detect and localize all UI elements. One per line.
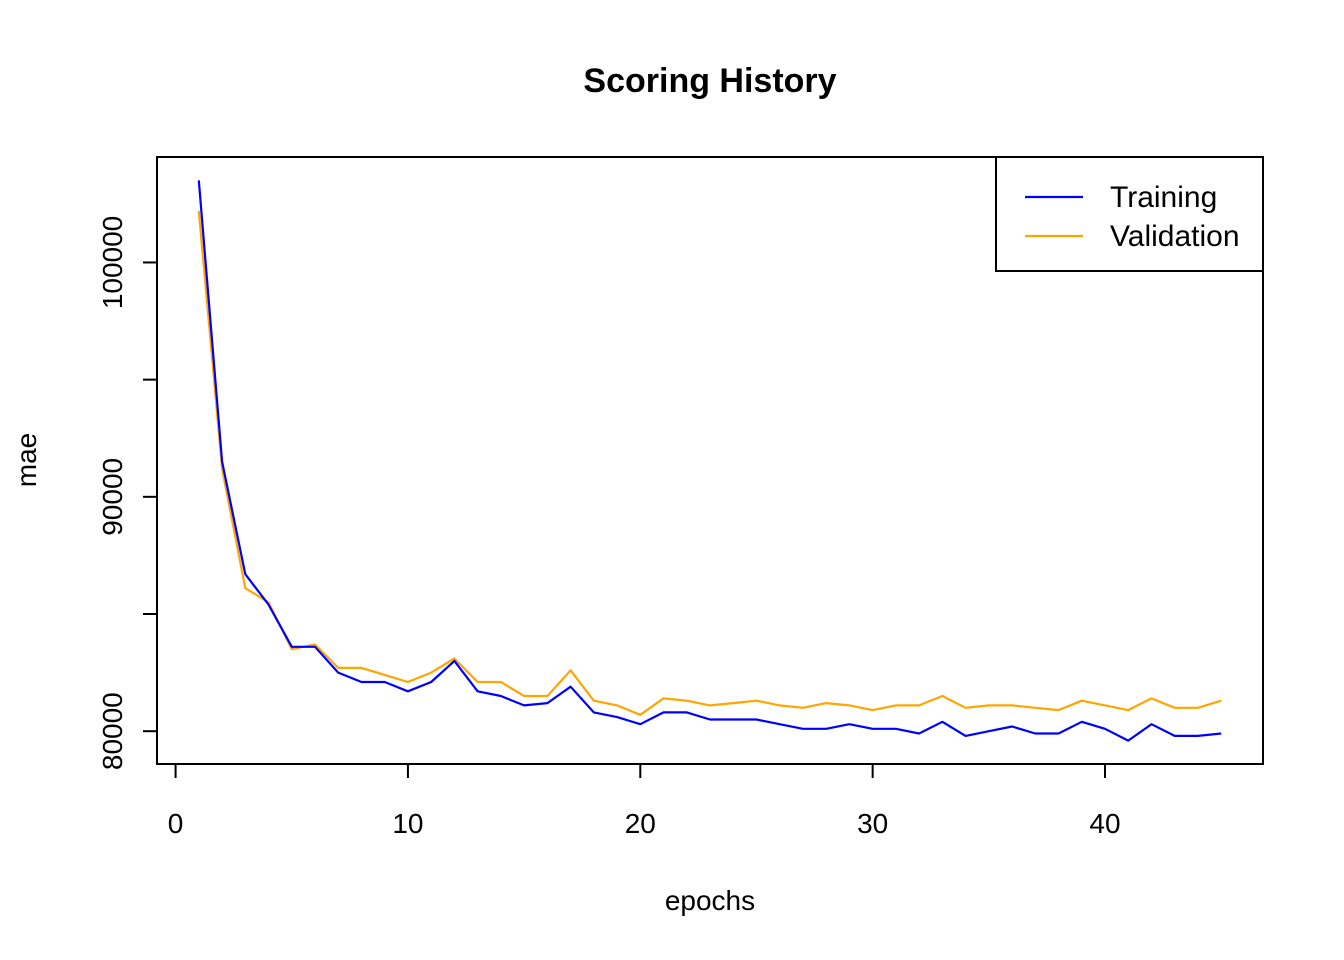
series-layer [197,180,1222,742]
plot-frame [156,156,1264,765]
x-tick-label: 0 [168,808,184,839]
x-tick-label: 20 [625,808,656,839]
x-tick-label: 40 [1089,808,1120,839]
series-line-validation [197,210,1222,716]
y-axis-label: mae [11,433,42,487]
y-tick-label: 90000 [97,458,128,536]
x-tick-label: 10 [392,808,423,839]
series-line-training [197,180,1222,742]
x-tick-label: 30 [857,808,888,839]
legend-label-training: Training [1110,181,1217,214]
x-axis-label: epochs [665,885,755,916]
legend: Training Validation [995,156,1264,272]
chart-title: Scoring History [583,62,836,100]
x-axis: 0 10 20 30 40 [168,763,1121,839]
y-axis: 80000 90000 100000 [97,216,158,770]
legend-box [995,156,1264,272]
legend-label-validation: Validation [1110,220,1240,253]
y-tick-label: 100000 [97,216,128,309]
y-tick-label: 80000 [97,692,128,770]
